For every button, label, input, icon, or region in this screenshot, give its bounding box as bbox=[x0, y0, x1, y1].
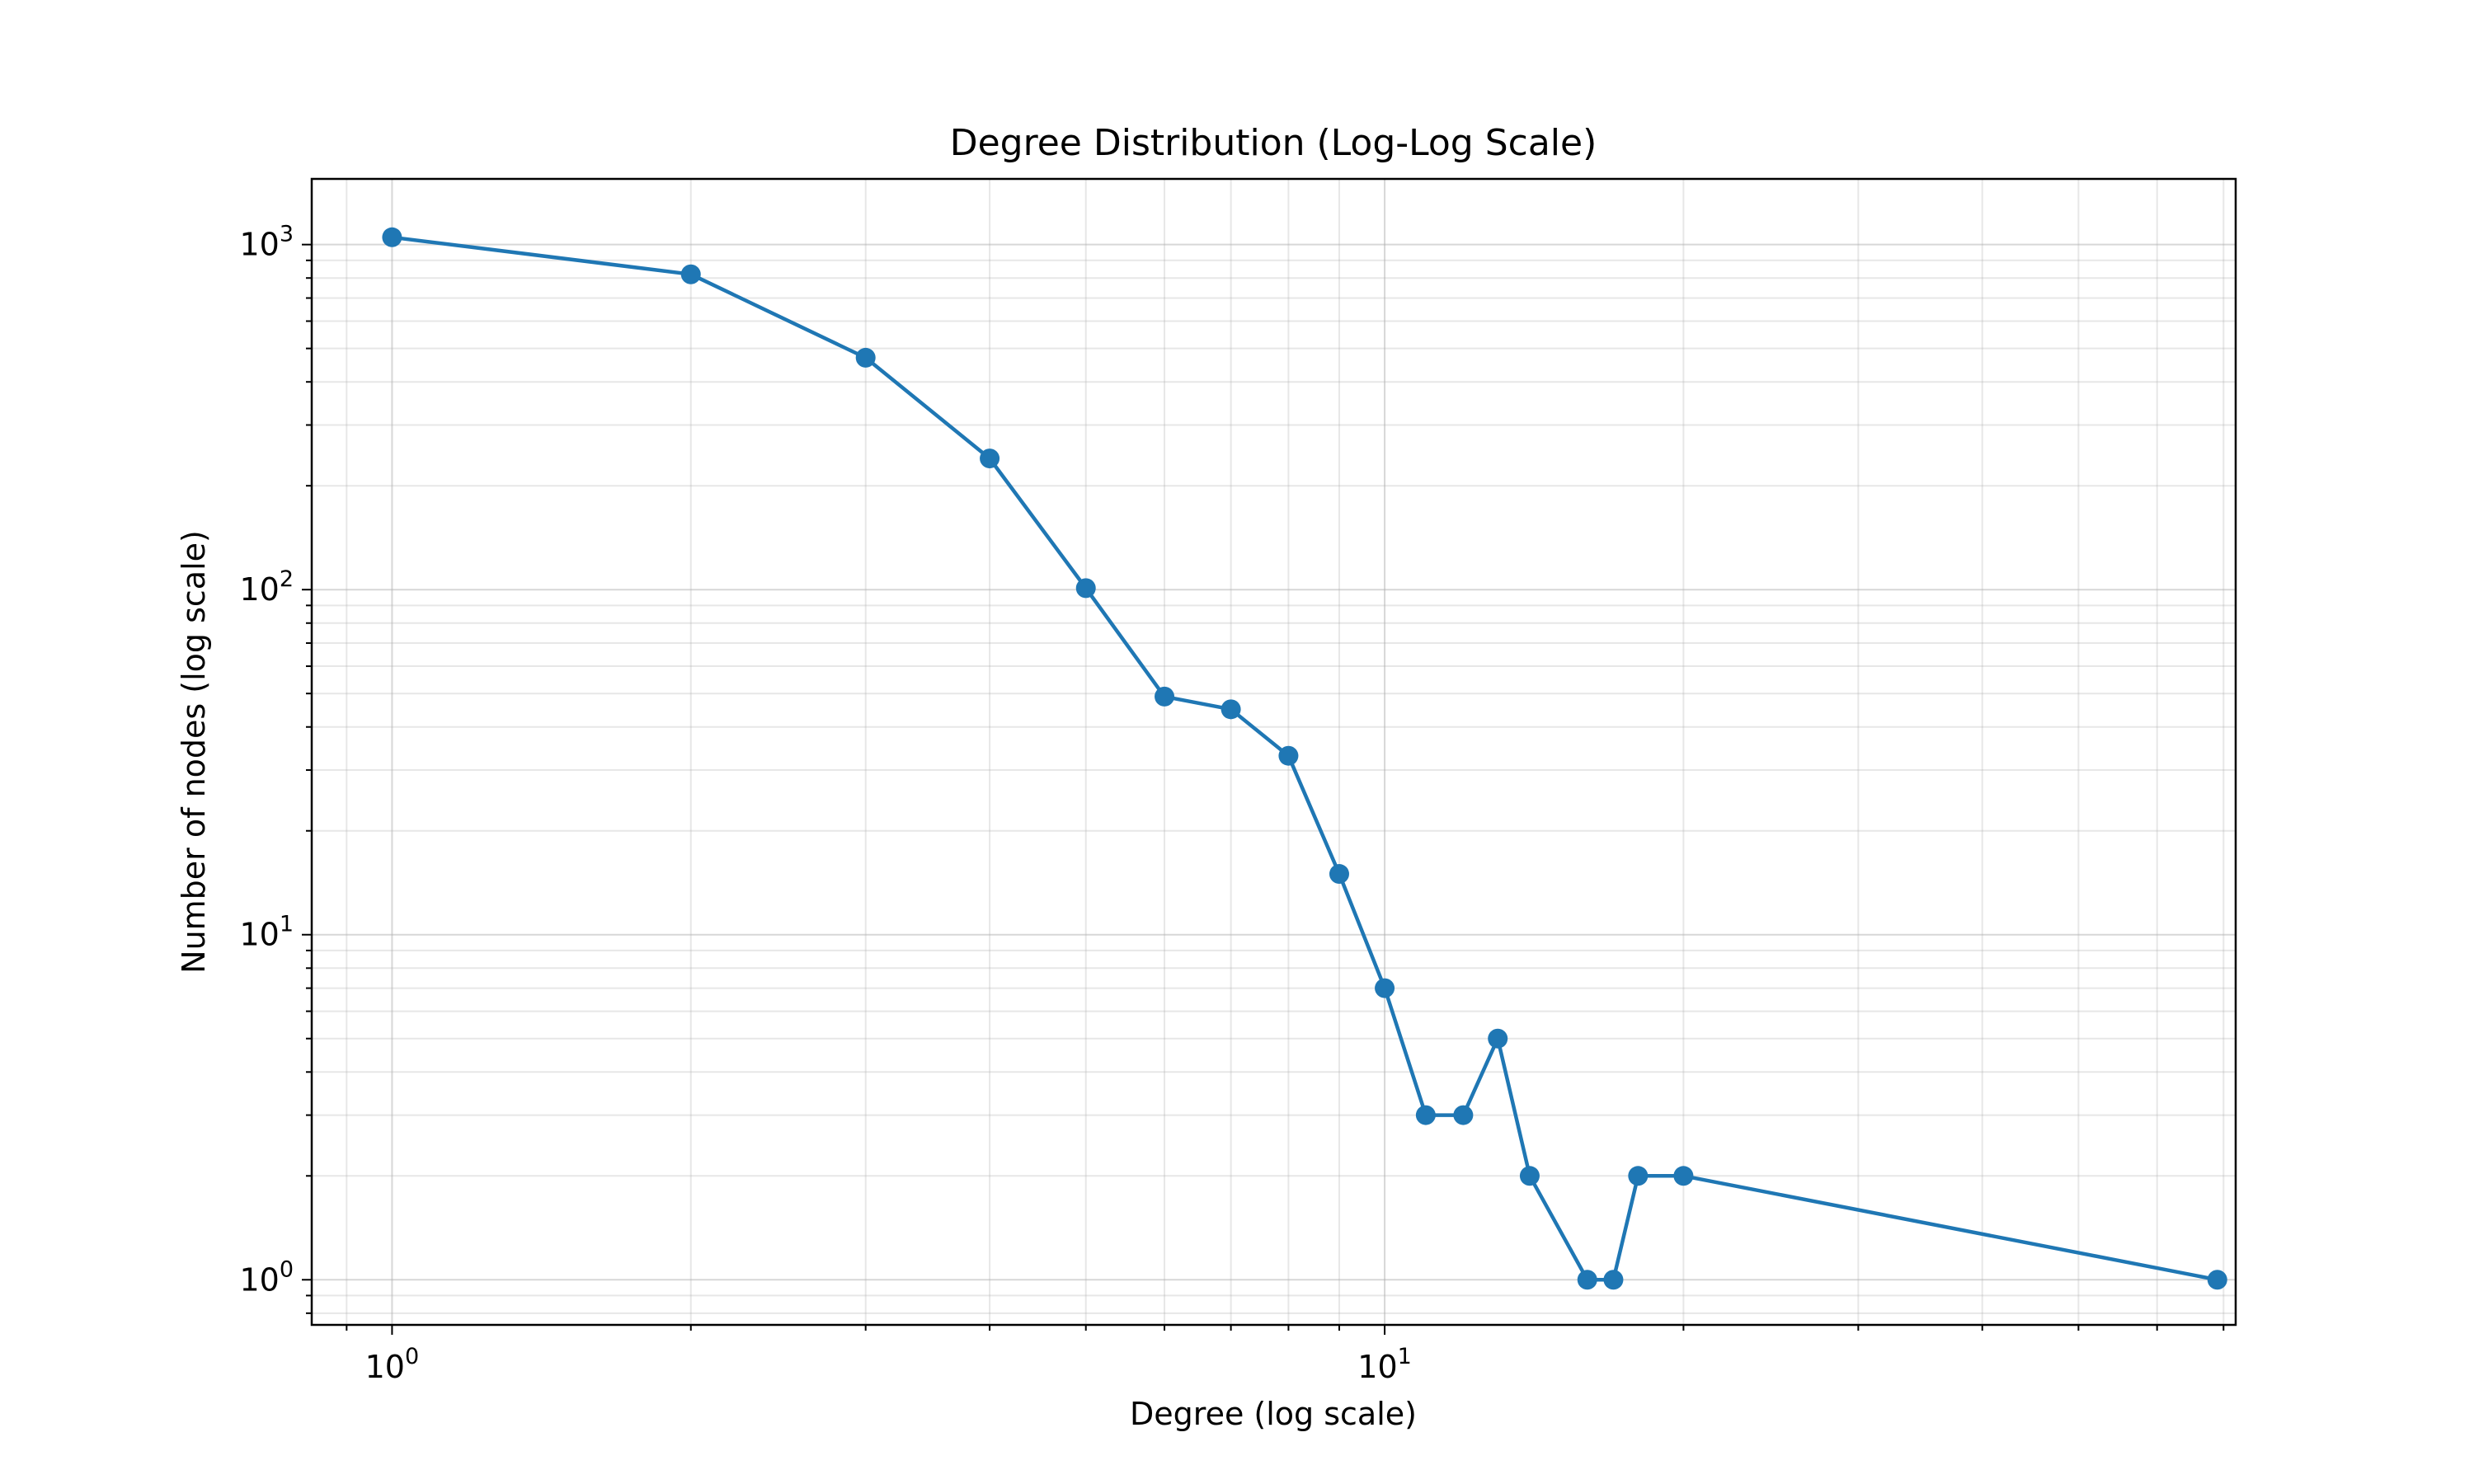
data-point bbox=[1628, 1166, 1649, 1186]
data-point bbox=[1075, 578, 1096, 599]
y-tick-label: 100 bbox=[239, 1256, 294, 1298]
series-line bbox=[390, 235, 2220, 1282]
y-tick-label: 101 bbox=[239, 912, 294, 953]
y-tick-label: 103 bbox=[239, 222, 294, 263]
data-point bbox=[1519, 1166, 1540, 1186]
tick-labels: 100 101 100 101 102 103 bbox=[239, 222, 1411, 1385]
grid bbox=[312, 179, 2236, 1325]
data-point bbox=[382, 227, 402, 247]
data-point bbox=[1221, 699, 1241, 720]
data-point bbox=[1488, 1028, 1508, 1049]
data-point bbox=[1329, 864, 1349, 885]
y-axis-label: Number of nodes (log scale) bbox=[176, 530, 212, 974]
data-point bbox=[1278, 745, 1299, 766]
x-axis-label: Degree (log scale) bbox=[1130, 1396, 1417, 1432]
data-point bbox=[855, 347, 876, 368]
y-tick-label: 102 bbox=[239, 566, 294, 608]
plot-frame bbox=[310, 177, 2237, 1327]
x-tick-label: 101 bbox=[1357, 1344, 1412, 1385]
series bbox=[382, 227, 2227, 1290]
x-tick-label: 100 bbox=[365, 1344, 420, 1385]
data-point bbox=[680, 264, 701, 284]
chart-title: Degree Distribution (Log-Log Scale) bbox=[950, 122, 1597, 164]
data-point bbox=[1415, 1105, 1436, 1125]
data-point bbox=[1375, 978, 1395, 998]
data-point bbox=[1577, 1270, 1597, 1290]
axis-ticks bbox=[302, 243, 2225, 1335]
data-point bbox=[1453, 1105, 1474, 1125]
data-point bbox=[1155, 686, 1175, 707]
data-point bbox=[2207, 1270, 2227, 1290]
data-point bbox=[1603, 1270, 1624, 1290]
data-point bbox=[980, 448, 1000, 469]
data-point bbox=[1673, 1166, 1694, 1186]
